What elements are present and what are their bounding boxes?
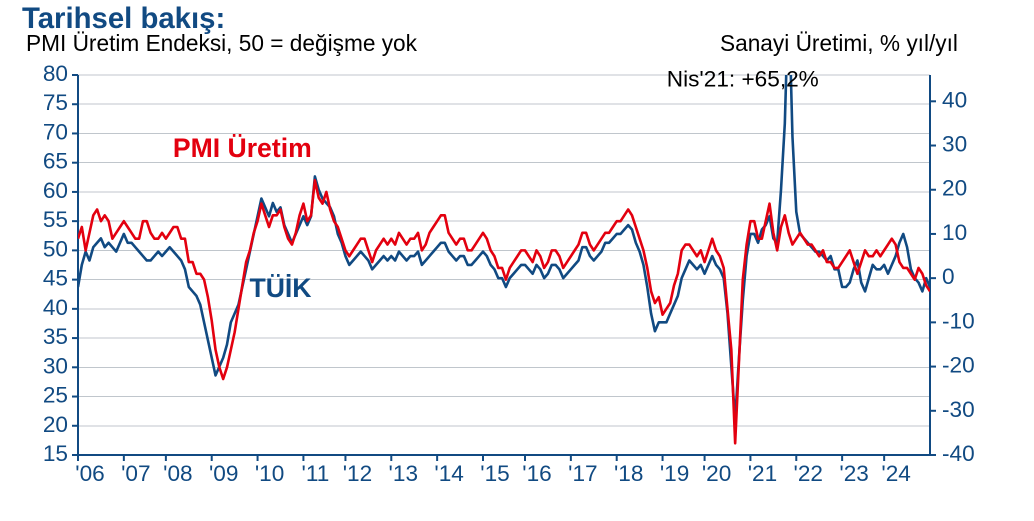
- y-left-label: 60: [43, 178, 68, 203]
- x-label: '16: [522, 461, 551, 486]
- y-right-label: 0: [942, 264, 955, 289]
- y-right-label: -30: [942, 397, 975, 422]
- series-label-tuik: TÜİK: [249, 273, 311, 303]
- y-left-label: 15: [43, 441, 68, 466]
- series-label-pmi: PMI Üretim: [173, 133, 312, 163]
- x-label: '23: [839, 461, 868, 486]
- x-label: '10: [255, 461, 284, 486]
- x-label: '13: [389, 461, 418, 486]
- y-right-label: -20: [942, 353, 975, 378]
- x-label: '09: [209, 461, 238, 486]
- y-left-label: 30: [43, 353, 68, 378]
- y-left-label: 75: [43, 90, 68, 115]
- x-label: '20: [702, 461, 731, 486]
- y-right-label: 40: [942, 87, 967, 112]
- x-label: '18: [614, 461, 643, 486]
- x-label: '17: [568, 461, 597, 486]
- x-label: '21: [748, 461, 777, 486]
- annotation-spike: Nis'21: +65,2%: [667, 67, 819, 92]
- y-left-label: 50: [43, 236, 68, 261]
- x-label: '12: [343, 461, 372, 486]
- y-left-label: 80: [43, 61, 68, 86]
- y-right-label: -40: [942, 441, 975, 466]
- x-label: '11: [302, 461, 330, 486]
- x-label: '07: [121, 461, 150, 486]
- x-label: '06: [75, 461, 104, 486]
- y-left-label: 55: [43, 207, 68, 232]
- y-left-label: 40: [43, 295, 68, 320]
- y-right-label: 10: [942, 220, 967, 245]
- x-label: '14: [434, 461, 463, 486]
- x-label: '15: [480, 461, 509, 486]
- y-left-label: 45: [43, 266, 68, 291]
- y-left-label: 35: [43, 324, 68, 349]
- x-label: '08: [163, 461, 192, 486]
- chart-svg: 15 20 25 30 35 40 45 50 55 60 65 70 75 80 -40 -30 -20 -10…: [0, 0, 1034, 521]
- y-left-label: 25: [43, 383, 68, 408]
- x-label: '24: [881, 461, 910, 486]
- y-right-label: 30: [942, 132, 967, 157]
- y-right-label: -10: [942, 308, 975, 333]
- chart-container: Tarihsel bakış: PMI Üretim Endeksi, 50 =…: [0, 0, 1034, 521]
- y-right-label: 20: [942, 176, 967, 201]
- y-left-label: 65: [43, 149, 68, 174]
- series-tuik: [78, 0, 938, 420]
- y-left-label: 20: [43, 412, 68, 437]
- x-label: '19: [660, 461, 689, 486]
- series-pmi: [78, 180, 930, 443]
- x-label: '22: [794, 461, 823, 486]
- y-left-label: 70: [43, 119, 68, 144]
